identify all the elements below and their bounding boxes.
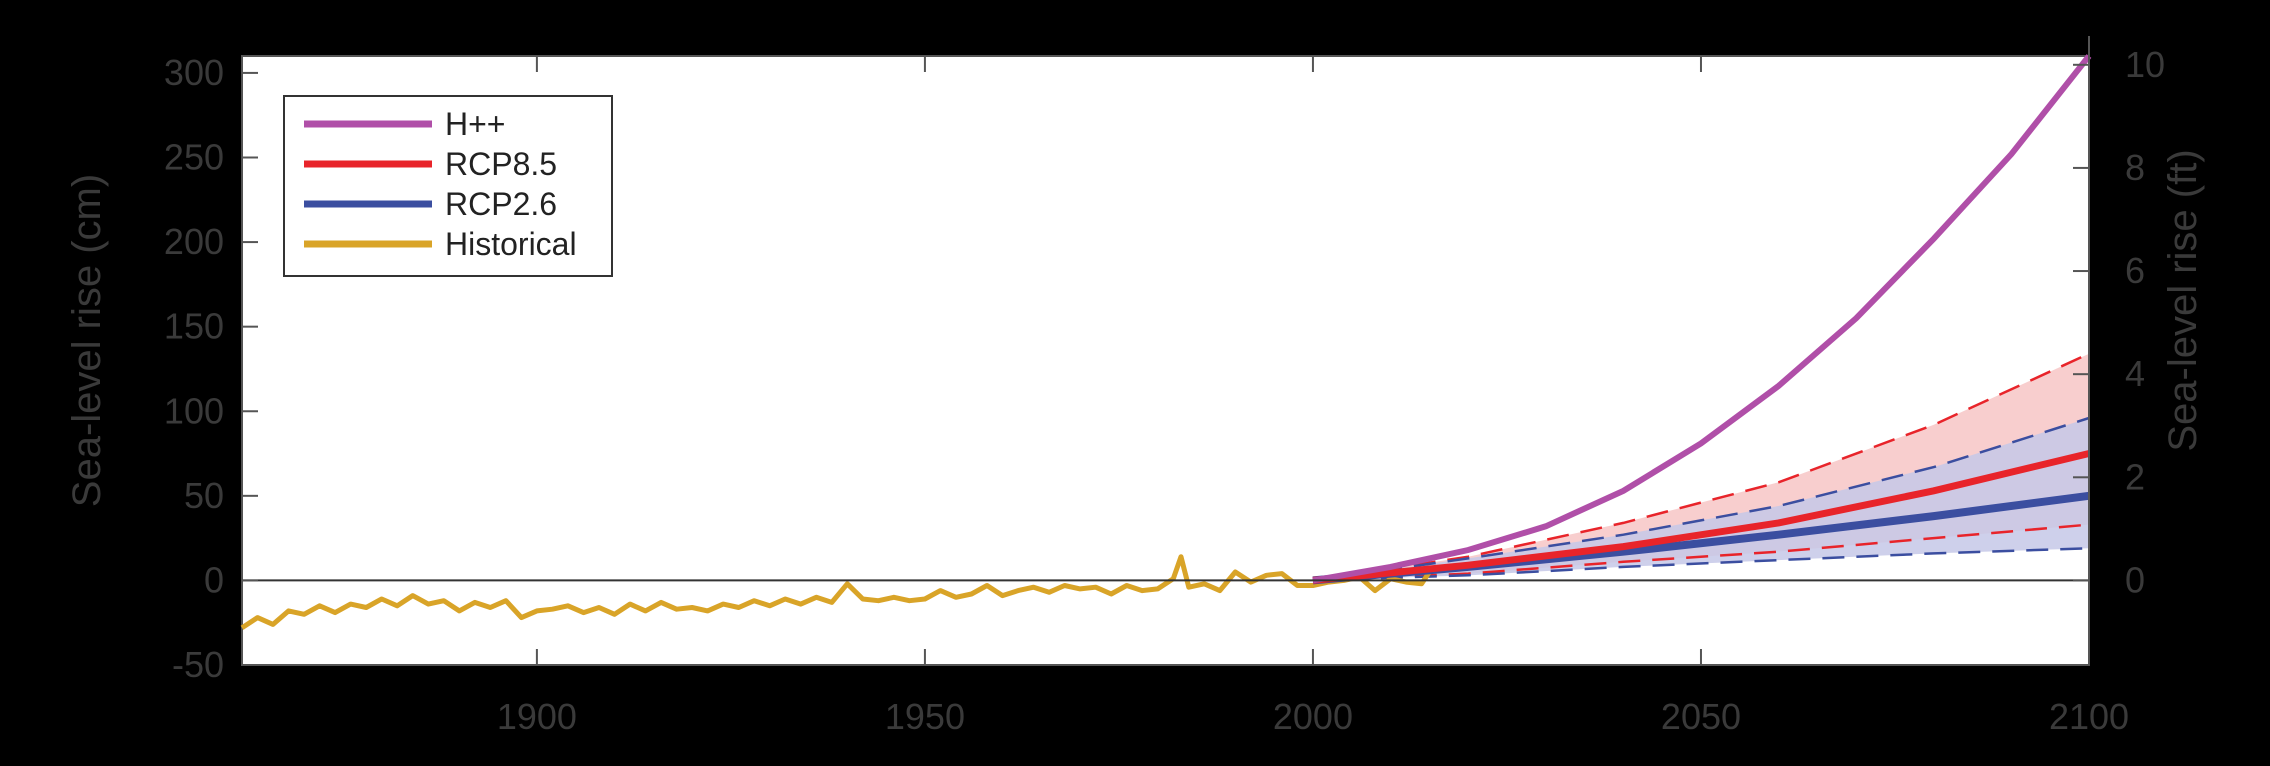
legend-label: Historical	[445, 226, 577, 262]
y-axis-label-left: Sea-level rise (cm)	[65, 174, 109, 507]
rcp85-lower-dashed-line	[1312, 523, 2090, 582]
y2-tick-label: 2	[2125, 456, 2145, 497]
historical-series-line	[240, 554, 1432, 630]
series-lines	[240, 54, 2092, 630]
x-tick-label: 2050	[1661, 696, 1741, 737]
y-tick-label: 250	[164, 137, 224, 178]
y-tick-label: 300	[164, 52, 224, 93]
hpp-series-line	[1312, 54, 2092, 584]
y2-tick-label: 0	[2125, 559, 2145, 600]
x-tick-label: 2000	[1273, 696, 1353, 737]
x-tick-label: 1900	[497, 696, 577, 737]
y-tick-label: -50	[172, 644, 224, 685]
y2-tick-label: 4	[2125, 353, 2145, 394]
y-tick-label: 0	[204, 559, 224, 600]
legend-label: RCP8.5	[445, 146, 557, 182]
y-tick-label: 150	[164, 306, 224, 347]
y-tick-label: 100	[164, 390, 224, 431]
y-tick-label: 50	[184, 475, 224, 516]
y-axis-label-right: Sea-level rise (ft)	[2161, 149, 2205, 451]
y2-tick-label: 6	[2125, 250, 2145, 291]
legend-label: H++	[445, 106, 505, 142]
rcp26-range-band	[1312, 418, 2089, 581]
legend-label: RCP2.6	[445, 186, 557, 222]
rcp26-upper-dashed-line	[1312, 416, 2090, 582]
rcp26-lower-dashed-line	[1312, 547, 2090, 582]
legend: H++ RCP8.5 RCP2.6 Historical	[283, 95, 613, 277]
x-tick-label: 1950	[885, 696, 965, 737]
axes: -50 0 50 100 150 200 250 300 0 2 4 6 8 10 1900 1950 2000…	[164, 36, 2165, 737]
y2-tick-label: 8	[2125, 147, 2145, 188]
x-tick-label: 2100	[2049, 696, 2129, 737]
y-tick-label: 200	[164, 221, 224, 262]
y2-tick-label: 10	[2125, 44, 2165, 85]
rcp85-series-line	[1312, 450, 2090, 584]
